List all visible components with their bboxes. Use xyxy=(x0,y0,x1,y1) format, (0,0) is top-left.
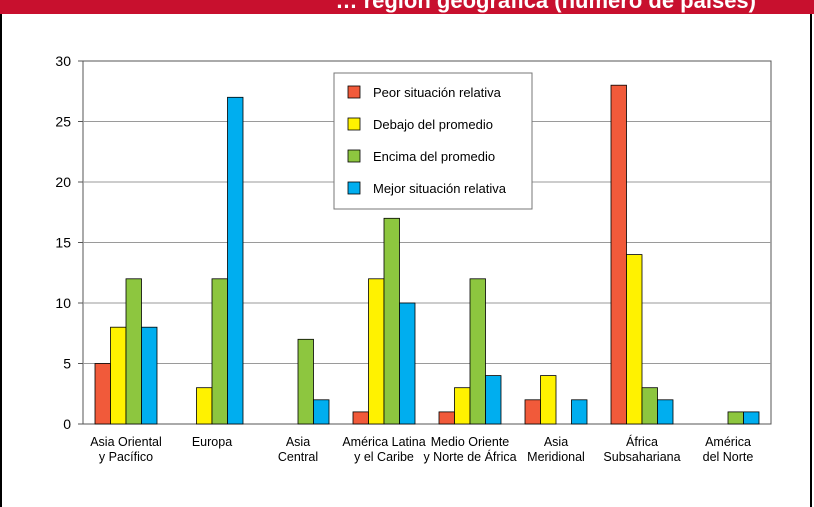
x-category-label: América Latina xyxy=(342,435,425,449)
bar xyxy=(610,84,627,425)
title-bar: … región geográfica (número de países) xyxy=(0,0,814,14)
y-tick-label: 0 xyxy=(63,416,71,432)
y-tick-label: 10 xyxy=(55,295,71,311)
bar xyxy=(727,411,744,425)
bar xyxy=(141,326,158,425)
legend-box xyxy=(333,72,533,210)
bar xyxy=(571,399,588,425)
legend-swatch xyxy=(347,149,361,163)
bar xyxy=(657,399,674,425)
x-category-label: y el Caribe xyxy=(354,450,414,464)
bar xyxy=(110,326,127,425)
bar xyxy=(485,375,502,425)
bar xyxy=(743,411,760,425)
x-category-label: América xyxy=(705,435,751,449)
x-category-label: Meridional xyxy=(527,450,585,464)
y-tick-label: 20 xyxy=(55,174,71,190)
x-category-label: Europa xyxy=(192,435,232,449)
x-category-label: Asia xyxy=(544,435,568,449)
y-tick-label: 15 xyxy=(55,235,71,251)
x-category-label: África xyxy=(626,434,658,449)
legend-swatch xyxy=(347,117,361,131)
bar xyxy=(540,375,557,425)
bar xyxy=(297,338,314,425)
x-category-label: Subsahariana xyxy=(603,450,680,464)
legend-swatch xyxy=(347,181,361,195)
x-category-label: del Norte xyxy=(703,450,754,464)
bar xyxy=(641,387,658,425)
bar xyxy=(352,411,369,425)
bar xyxy=(383,217,400,425)
y-tick-label: 25 xyxy=(55,114,71,130)
bar xyxy=(524,399,541,425)
legend-label: Debajo del promedio xyxy=(373,117,493,132)
bar xyxy=(211,278,228,425)
bar xyxy=(368,278,385,425)
bar xyxy=(626,254,643,425)
legend-label: Mejor situación relativa xyxy=(373,181,507,196)
y-tick-label: 30 xyxy=(55,53,71,69)
legend-label: Encima del promedio xyxy=(373,149,495,164)
bar xyxy=(469,278,486,425)
bar xyxy=(94,363,111,425)
bar xyxy=(438,411,455,425)
x-category-label: y Pacífico xyxy=(99,450,153,464)
x-category-label: y Norte de África xyxy=(423,449,516,464)
x-category-label: Asia Oriental xyxy=(90,435,162,449)
x-category-label: Asia xyxy=(286,435,310,449)
x-category-label: Central xyxy=(278,450,318,464)
bar xyxy=(196,387,213,425)
bar xyxy=(454,387,471,425)
bar xyxy=(227,96,244,425)
bar xyxy=(125,278,142,425)
bar xyxy=(399,302,416,425)
legend-swatch xyxy=(347,85,361,99)
bar xyxy=(313,399,330,425)
legend-label: Peor situación relativa xyxy=(373,85,502,100)
x-category-label: Medio Oriente xyxy=(431,435,510,449)
y-tick-label: 5 xyxy=(63,356,71,372)
page-title: … región geográfica (número de países) xyxy=(335,0,756,13)
